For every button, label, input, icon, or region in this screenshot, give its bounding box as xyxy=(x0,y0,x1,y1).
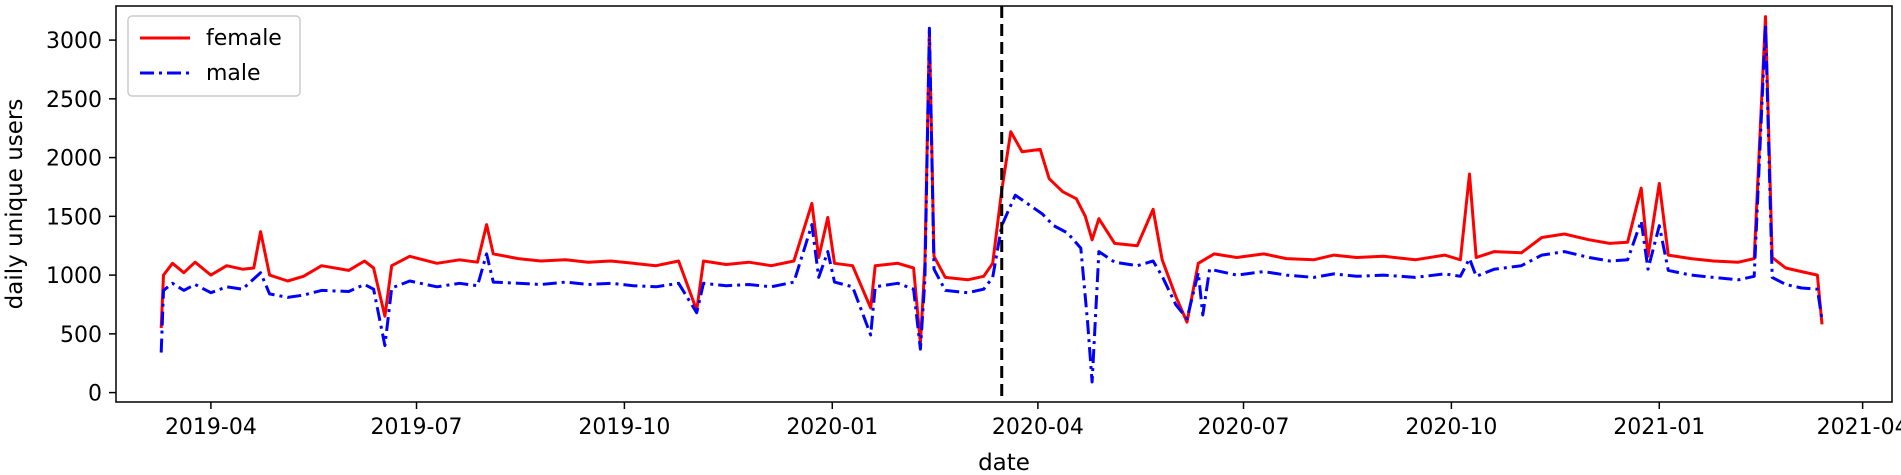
x-tick-label: 2020-04 xyxy=(992,415,1084,440)
x-tick-label: 2019-07 xyxy=(371,415,463,440)
x-axis-title: date xyxy=(978,450,1030,475)
y-axis: 0 500 1000 1500 2000 2500 3000 xyxy=(46,29,116,407)
x-tick-label: 2019-04 xyxy=(165,415,257,440)
y-tick-label: 2500 xyxy=(46,88,102,113)
series-line-female xyxy=(159,15,1824,345)
series-layer xyxy=(159,15,1824,384)
y-tick-label: 1000 xyxy=(46,264,102,289)
x-tick-label: 2019-10 xyxy=(578,415,670,440)
x-tick-label: 2020-07 xyxy=(1198,415,1290,440)
y-tick-label: 500 xyxy=(60,323,102,348)
plot-area xyxy=(115,5,1893,403)
y-tick-label: 1500 xyxy=(46,205,102,230)
x-tick-label: 2021-01 xyxy=(1613,415,1705,440)
x-tick-label: 2021-04 xyxy=(1817,415,1901,440)
legend-label-female: female xyxy=(206,26,282,51)
legend-box xyxy=(127,15,301,97)
axes-frame xyxy=(115,5,1893,403)
legend: female male xyxy=(127,15,301,97)
y-tick-label: 0 xyxy=(88,382,102,407)
x-tick-label: 2020-10 xyxy=(1405,415,1497,440)
legend-label-male: male xyxy=(206,61,261,86)
y-tick-label: 3000 xyxy=(46,29,102,54)
x-axis: 2019-04 2019-07 2019-10 2020-01 2020-04 2020-… xyxy=(165,402,1901,440)
series-line-male xyxy=(159,23,1824,384)
y-axis-title: daily unique users xyxy=(2,99,28,310)
y-tick-label: 2000 xyxy=(46,147,102,172)
x-tick-label: 2020-01 xyxy=(786,415,878,440)
